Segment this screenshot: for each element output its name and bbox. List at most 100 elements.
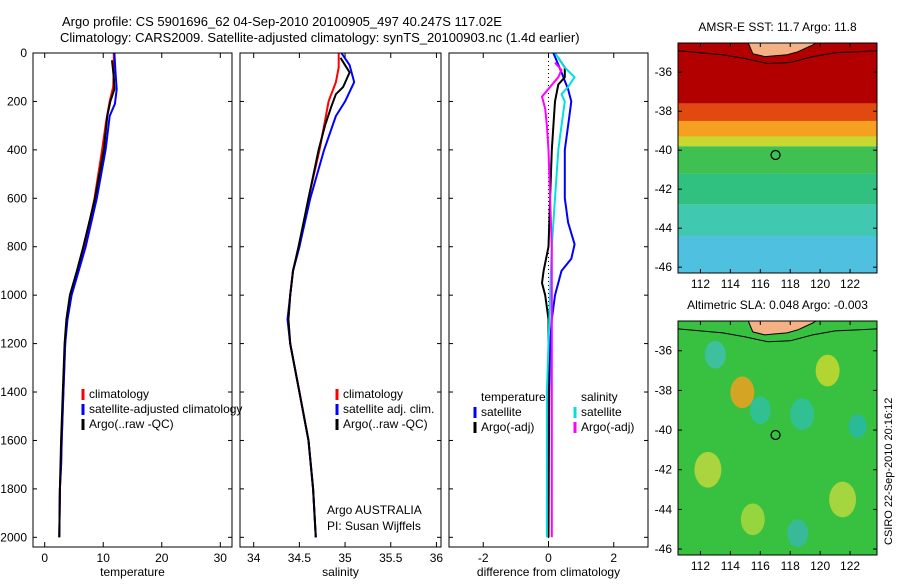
y-tick-label: -44 (655, 502, 673, 516)
x-tick-label: 118 (781, 559, 800, 573)
legend-label: temperature (481, 390, 546, 404)
sst-band (678, 173, 877, 205)
x-tick-label: 34 (247, 551, 261, 565)
x-tick-label: 0 (41, 551, 48, 565)
x-tick-label: 122 (840, 559, 860, 573)
x-tick-label: 35.5 (379, 551, 403, 565)
plots-layer: 0 10 20 30020040060080010001200140016001800… (0, 20, 878, 579)
legend-label: climatology (89, 387, 149, 401)
sst-band (678, 235, 877, 273)
y-tick-label: 1800 (0, 482, 27, 496)
legend-label: satellite-adjusted climatology (89, 402, 242, 416)
shelf-contour (678, 50, 877, 65)
sla-anomaly-blob (815, 354, 840, 387)
x-tick-label: 30 (214, 551, 228, 565)
csiro-credit: CSIRO 22-Sep-2010 20:16:12 (883, 398, 895, 545)
x-tick-label: 114 (721, 277, 740, 291)
sla-anomaly-blob (787, 519, 809, 548)
y-tick-label: -36 (655, 65, 673, 79)
x-tick-label: 116 (751, 277, 770, 291)
map-field (678, 321, 877, 555)
x-tick-label: 10 (97, 551, 111, 565)
x-tick-label: 112 (691, 277, 710, 291)
y-tick-label: 200 (7, 94, 27, 108)
y-tick-label: 800 (7, 240, 27, 254)
legend-label: satellite adj. clim. (343, 402, 434, 416)
map-panel-sst: AMSR-E SST: 11.7 Argo: 11.8 112 114 116 118 1… (655, 20, 878, 291)
sla-anomaly-blob (704, 340, 726, 369)
sla-anomaly-blob (694, 451, 722, 488)
legend-label: Argo(..raw -QC) (343, 417, 428, 431)
x-tick-label: 34.5 (288, 551, 312, 565)
series-line-satellite-adjusted-climatology (58, 52, 118, 538)
legend-label: salinity (581, 390, 618, 404)
y-tick-label: 1000 (0, 288, 27, 302)
x-axis-label: temperature (100, 565, 165, 579)
sla-anomaly-blob (740, 503, 765, 536)
plot-frame (239, 52, 442, 548)
x-tick-label: 36 (430, 551, 444, 565)
y-tick-label: -38 (655, 104, 673, 118)
land-australia (747, 321, 817, 336)
map-title: Altimetric SLA: 0.048 Argo: -0.003 (687, 298, 868, 312)
y-tick-label: -42 (655, 463, 673, 477)
map-field (678, 43, 877, 273)
map-frame (677, 320, 878, 556)
series-line-salinity-argo-adj- (541, 62, 563, 538)
x-tick-label: 114 (721, 559, 740, 573)
sst-band (678, 103, 877, 121)
y-tick-label: -46 (655, 542, 673, 556)
argo-location-marker (770, 429, 781, 441)
header-line-2: Climatology: CARS2009. Satellite-adjuste… (60, 30, 580, 45)
legend-label: Argo(..raw -QC) (89, 417, 174, 431)
y-tick-label: 1400 (0, 385, 27, 399)
y-tick-label: -46 (655, 260, 673, 274)
plot-frame (32, 52, 233, 548)
x-tick-label: 2 (610, 551, 617, 565)
y-tick-label: -42 (655, 182, 673, 196)
legend-label: satellite (581, 405, 622, 419)
sla-anomaly-blob (829, 481, 857, 518)
shelf-contour (678, 328, 877, 343)
profile-panel-1: 0 10 20 30 0 200 400 600 800 1000 1200 1400 1600 1800… (0, 46, 242, 579)
x-tick-label: 112 (691, 559, 710, 573)
map-frame (677, 42, 878, 274)
x-tick-label: 118 (781, 277, 800, 291)
y-tick-label: 0 (20, 46, 27, 60)
legend-label: Argo(-adj) (481, 420, 534, 434)
y-tick-label: -36 (655, 344, 673, 358)
sla-anomaly-blob (848, 414, 867, 438)
map-panel-sla: Altimetric SLA: 0.048 Argo: -0.003 112 114… (655, 298, 878, 573)
sla-anomaly-blob (790, 398, 815, 431)
header-line-1: Argo profile: CS 5901696_62 04-Sep-2010 … (62, 14, 502, 29)
y-tick-label: -38 (655, 383, 673, 397)
sla-anomaly-blob (730, 376, 755, 409)
profile-panel-2: 34 34.5 35 35.5 36 salinity climatologysatelli… (239, 52, 444, 579)
y-tick-label: 2000 (0, 530, 27, 544)
x-tick-label: 120 (810, 277, 830, 291)
y-tick-label: -40 (655, 143, 673, 157)
series-line-satellite-adj-clim- (286, 52, 356, 538)
map-title: AMSR-E SST: 11.7 Argo: 11.8 (698, 20, 857, 34)
x-tick-label: 0 (545, 551, 552, 565)
annotation-text: PI: Susan Wijffels (327, 519, 421, 533)
y-tick-label: -44 (655, 221, 673, 235)
x-axis-label: salinity (322, 565, 359, 579)
sst-band (678, 204, 877, 236)
series-line-salinity-satellite (545, 52, 576, 538)
y-tick-label: -40 (655, 423, 673, 437)
y-tick-label: 1200 (0, 337, 27, 351)
x-tick-label: 20 (155, 551, 169, 565)
y-tick-label: 400 (7, 143, 27, 157)
y-tick-label: 600 (7, 191, 27, 205)
x-tick-label: -2 (478, 551, 489, 565)
x-tick-label: 116 (751, 559, 770, 573)
x-axis-label: difference from climatology (477, 565, 620, 579)
series-line-climatology (287, 53, 340, 538)
series-line-argo-raw-qc- (287, 57, 351, 538)
legend-label: satellite (481, 405, 522, 419)
annotation-text: Argo AUSTRALIA (327, 503, 422, 517)
argo-location-marker (770, 149, 781, 161)
